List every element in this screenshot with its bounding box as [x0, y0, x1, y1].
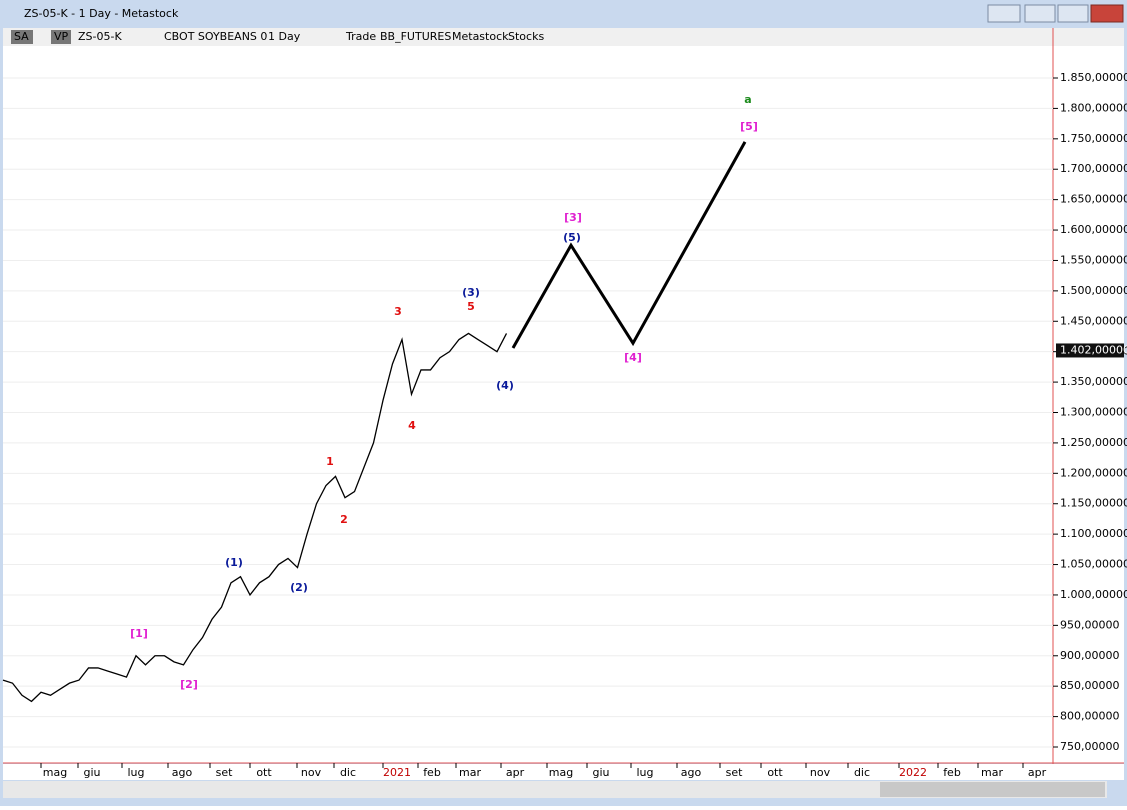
y-tick-label: 1.500,00000	[1060, 284, 1127, 297]
maximize-button[interactable]	[1057, 4, 1089, 23]
y-tick-label: 1.650,00000	[1060, 193, 1127, 206]
y-tick-label: 800,00000	[1060, 710, 1120, 723]
x-tick-label: nov	[810, 766, 831, 779]
wave-label: a	[744, 93, 751, 106]
wave-label: (4)	[496, 379, 514, 392]
x-tick-label: set	[216, 766, 233, 779]
wave-label: [2]	[180, 678, 198, 691]
wave-label: [3]	[564, 211, 582, 224]
x-tick-label: apr	[1028, 766, 1047, 779]
wave-label: (3)	[462, 286, 480, 299]
x-tick-label: ago	[172, 766, 193, 779]
y-tick-label: 750,00000	[1060, 740, 1120, 753]
x-tick-label: nov	[301, 766, 322, 779]
y-tick-label: 1.000,00000	[1060, 588, 1127, 601]
toolbar-text: ZS-05-K	[78, 30, 122, 43]
x-tick-label: dic	[854, 766, 870, 779]
toolbar-text: Trade	[345, 30, 376, 43]
y-tick-label: 1.800,00000	[1060, 101, 1127, 114]
y-tick-label: 1.700,00000	[1060, 162, 1127, 175]
wave-label: 5	[467, 300, 475, 313]
y-tick-label: 1.600,00000	[1060, 223, 1127, 236]
x-tick-label: mar	[459, 766, 481, 779]
y-tick-label: 1.550,00000	[1060, 253, 1127, 266]
x-tick-label: ago	[681, 766, 702, 779]
x-axis-area	[3, 764, 1124, 780]
x-tick-label: set	[726, 766, 743, 779]
wave-label: 4	[408, 419, 416, 432]
close-button[interactable]	[1090, 4, 1124, 23]
plot-area	[3, 46, 1053, 763]
x-tick-label: apr	[506, 766, 525, 779]
wave-label: [1]	[130, 627, 148, 640]
y-tick-label: 1.150,00000	[1060, 497, 1127, 510]
y-tick-label: 1.250,00000	[1060, 436, 1127, 449]
wave-label: 1	[326, 455, 334, 468]
y-tick-label: 1.100,00000	[1060, 527, 1127, 540]
projection-line	[511, 141, 747, 349]
toolbar-button[interactable]	[11, 30, 33, 44]
toolbar-text: 1 Day	[268, 30, 301, 43]
toolbar	[3, 28, 1124, 46]
x-tick-label: giu	[592, 766, 609, 779]
y-tick-label: 1.350,00000	[1060, 375, 1127, 388]
toolbar-text: SA	[14, 30, 29, 43]
toolbar-text: Stocks	[508, 30, 544, 43]
scroll-thumb[interactable]	[880, 782, 1105, 797]
scrollbar[interactable]	[3, 781, 1107, 798]
x-tick-label: giu	[83, 766, 100, 779]
wave-label: [5]	[740, 120, 758, 133]
y-axis-area	[1053, 46, 1124, 763]
toolbar-text: Metastock	[452, 30, 509, 43]
x-tick-label: lug	[127, 766, 144, 779]
toolbar-text: CBOT SOYBEANS 0	[164, 30, 267, 43]
y-tick-label: 1.450,00000	[1060, 314, 1127, 327]
y-tick-label: 850,00000	[1060, 679, 1120, 692]
x-tick-label: 2022	[899, 766, 927, 779]
x-tick-label: ott	[767, 766, 783, 779]
last-price-box	[1056, 343, 1124, 358]
last-price-label: 1.402,00000	[1060, 343, 1127, 356]
y-tick-label: 1.300,00000	[1060, 406, 1127, 419]
toolbar-button[interactable]	[51, 30, 71, 44]
restore-button[interactable]	[987, 4, 1021, 23]
x-tick-label: feb	[943, 766, 961, 779]
y-tick-label: 1.050,00000	[1060, 558, 1127, 571]
x-tick-label: dic	[340, 766, 356, 779]
wave-label: 2	[340, 513, 348, 526]
minimize-button[interactable]	[1024, 4, 1056, 23]
wave-label: [4]	[624, 351, 642, 364]
toolbar-text: VP	[54, 30, 69, 43]
y-tick-label: 950,00000	[1060, 618, 1120, 631]
wave-label: (5)	[563, 231, 581, 244]
x-tick-label: mar	[981, 766, 1003, 779]
x-tick-label: lug	[636, 766, 653, 779]
y-tick-label: 900,00000	[1060, 649, 1120, 662]
x-tick-label: feb	[423, 766, 441, 779]
wave-label: (1)	[225, 556, 243, 569]
y-tick-label: 1.850,00000	[1060, 71, 1127, 84]
toolbar-text: BB_FUTURES	[380, 30, 451, 43]
y-tick-label: 1.750,00000	[1060, 132, 1127, 145]
x-tick-label: ott	[256, 766, 272, 779]
x-tick-label: mag	[43, 766, 67, 779]
x-tick-label: 2021	[383, 766, 411, 779]
window-title: ZS-05-K - 1 Day - Metastock	[24, 7, 179, 20]
y-tick-label: 1.200,00000	[1060, 466, 1127, 479]
wave-label: (2)	[290, 581, 308, 594]
wave-label: 3	[394, 305, 402, 318]
price-line	[2, 332, 508, 703]
x-tick-label: mag	[549, 766, 573, 779]
